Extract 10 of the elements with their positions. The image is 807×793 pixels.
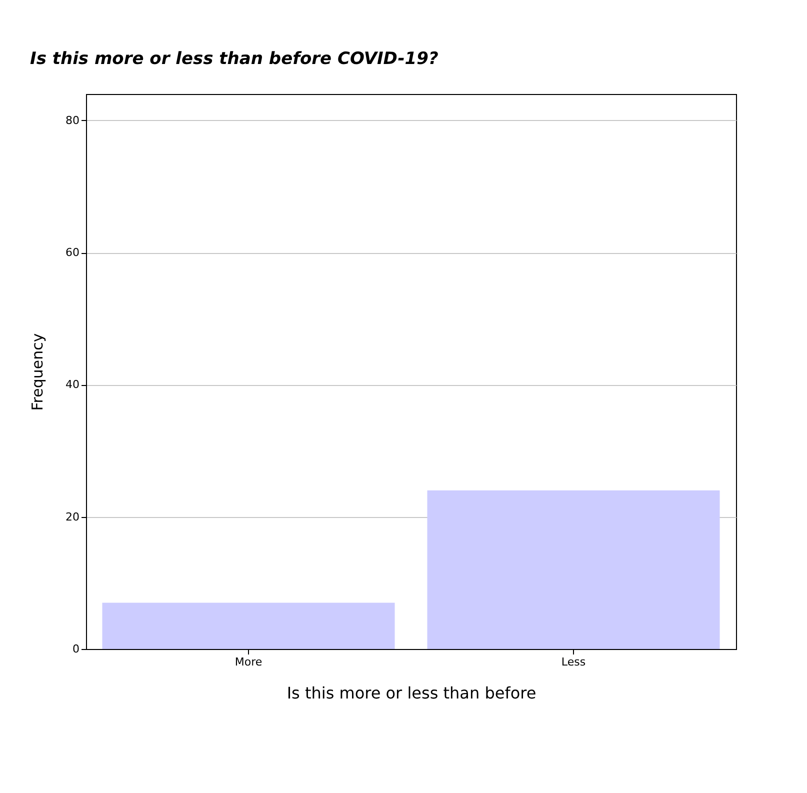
x-axis-title: Is this more or less than before <box>286 684 536 702</box>
y-axis-title: Frequency <box>28 333 47 411</box>
y-tick-label: 20 <box>66 510 80 524</box>
x-tick-label: More <box>234 656 262 668</box>
y-tick-label: 60 <box>66 246 80 260</box>
x-tick-label: Less <box>561 656 586 668</box>
chart-title: Is this more or less than before COVID-19? <box>30 49 438 69</box>
y-tick-label: 0 <box>72 642 80 656</box>
y-tick-label: 80 <box>66 114 80 127</box>
y-tick-label: 40 <box>66 378 80 392</box>
